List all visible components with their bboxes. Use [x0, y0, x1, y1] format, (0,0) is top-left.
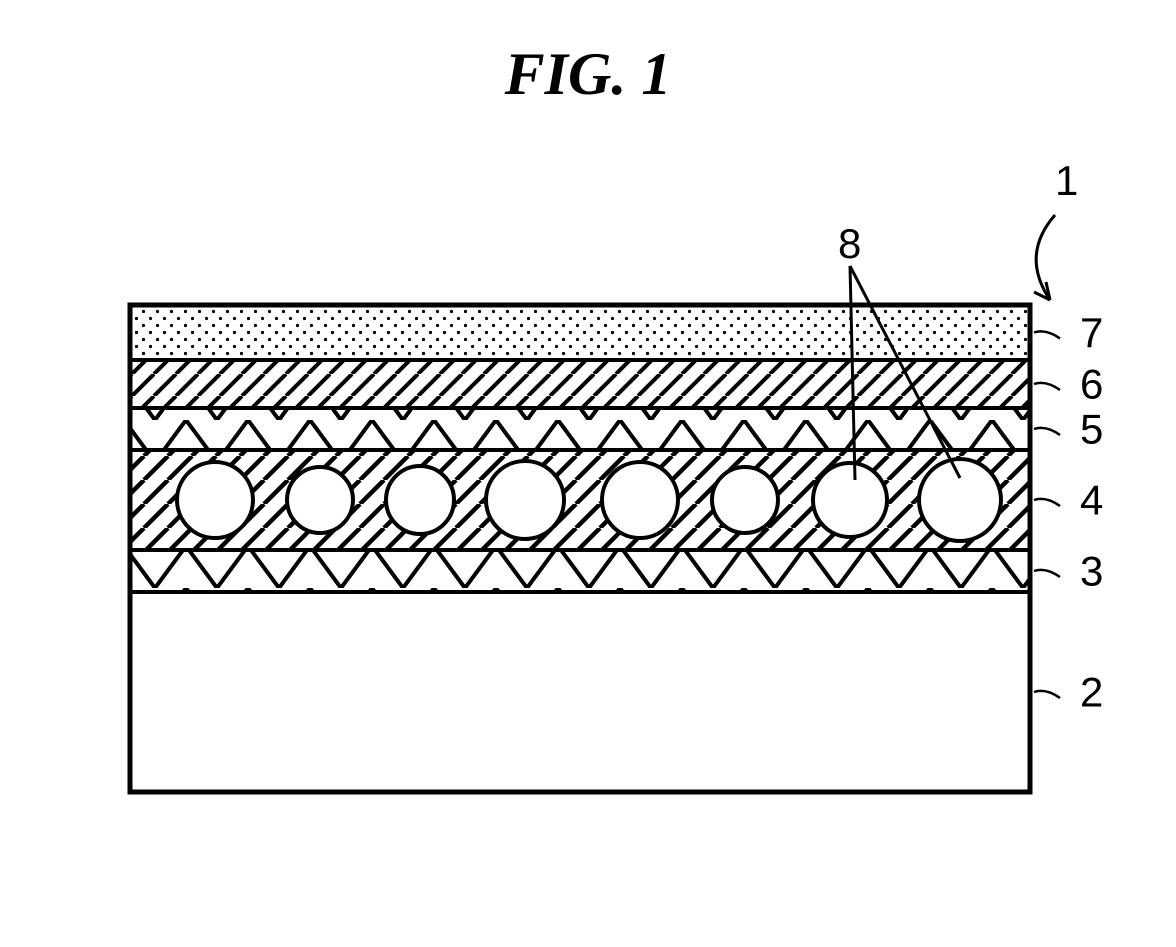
particle-circle [813, 463, 887, 537]
layer-6 [130, 360, 1030, 408]
assembly-curve [1036, 215, 1055, 300]
leader-tick [1034, 331, 1060, 338]
leader-tick [1034, 383, 1060, 390]
figure-diagram: 7 65 4 3 2 8 1 [0, 0, 1176, 947]
leader-tick [1034, 428, 1060, 435]
assembly-label: 1 [1055, 157, 1078, 204]
figure-title: FIG. 1 [0, 40, 1176, 109]
particle-circle [486, 461, 564, 539]
leader-tick [1034, 691, 1060, 698]
layer-label-7: 7 [1080, 309, 1103, 356]
particle-circle [919, 459, 1001, 541]
particle-circle [386, 466, 454, 534]
layer-3 [130, 550, 1030, 592]
layer-label-2: 2 [1080, 669, 1103, 716]
particles-label: 8 [838, 220, 861, 267]
layer-label-5: 5 [1080, 406, 1103, 453]
layer-5 [130, 408, 1030, 450]
particle-circle [712, 467, 778, 533]
particle-circle [287, 467, 353, 533]
leader-tick [1034, 570, 1060, 577]
particle-circle [602, 462, 678, 538]
layer-label-6: 6 [1080, 361, 1103, 408]
layer-label-3: 3 [1080, 548, 1103, 595]
layer-label-4: 4 [1080, 477, 1103, 524]
leader-tick [1034, 499, 1060, 506]
layer-2 [130, 592, 1030, 792]
layer-4 [130, 450, 1030, 550]
particle-circle [177, 462, 253, 538]
